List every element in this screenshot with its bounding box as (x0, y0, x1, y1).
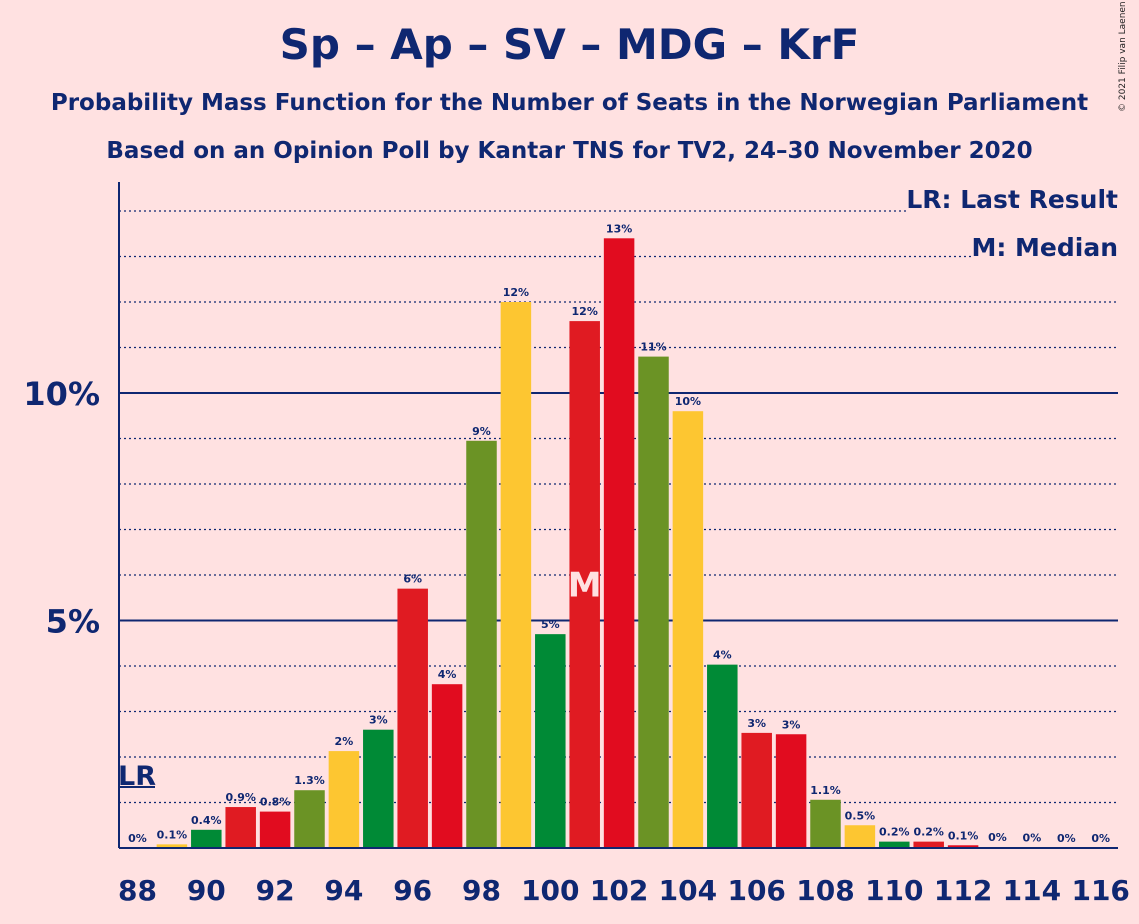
data-labels: 0% 0.1%0.4%0.9% 0.8%1.3%2%3%6%4%9%12%5%12%… (118, 222, 1110, 845)
data-label: 0% (1057, 832, 1076, 845)
data-label: 0.5% (845, 809, 876, 822)
legend-last-result: LR: Last Result (906, 185, 1118, 214)
data-label: 13% (606, 222, 632, 235)
bar-seat-99 (500, 302, 532, 848)
data-label: 0% (1023, 832, 1042, 845)
x-tick-label: 112 (934, 874, 992, 907)
bar-seat-98 (466, 440, 497, 848)
axes: 5% 10% 88 90 92 94 96 98 100 102 104 106 108 110 112 11… (23, 182, 1130, 907)
data-label: 0% (128, 832, 147, 845)
x-tick-label: 96 (393, 874, 432, 907)
y-tick-label: 5% (46, 603, 100, 641)
data-label: 0% (988, 831, 1007, 844)
x-tick-label: 102 (590, 874, 648, 907)
data-label: 1.3% (294, 774, 325, 787)
chart-subtitle-poll: Based on an Opinion Poll by Kantar TNS f… (106, 138, 1033, 164)
bar-seat-96 (397, 588, 428, 848)
bar-seat-106 (741, 732, 772, 848)
bar-seat-105 (707, 664, 738, 848)
bar-seat-90 (191, 829, 222, 848)
bar-seat-103 (638, 356, 669, 848)
data-label: 0% (1091, 832, 1110, 845)
data-label: 5% (541, 618, 560, 631)
data-label: 0.1% (157, 828, 188, 841)
bar-seat-102 (603, 238, 635, 849)
data-label: 0.2% (913, 826, 944, 839)
bar-seat-89 (156, 844, 188, 848)
data-label: 0.2% (879, 826, 910, 839)
y-tick-label: 10% (23, 375, 100, 413)
x-tick-label: 104 (659, 874, 717, 907)
bar-seat-101 (569, 321, 600, 848)
bar-seat-107 (775, 734, 807, 848)
bar-seat-110 (879, 841, 910, 848)
bar-seat-95 (363, 729, 394, 848)
x-tick-label: 98 (462, 874, 501, 907)
data-label: 11% (640, 341, 666, 354)
data-label: 4% (438, 668, 457, 681)
data-label: 12% (572, 305, 598, 318)
x-tick-label: 90 (187, 874, 226, 907)
legend-median: M: Median (971, 233, 1118, 262)
x-tick-label: 88 (118, 874, 157, 907)
x-tick-label: 116 (1071, 874, 1129, 907)
data-label: 0.1% (948, 829, 979, 842)
x-tick-label: 106 (727, 874, 785, 907)
bar-seat-91 (225, 807, 256, 848)
bars (156, 238, 1048, 849)
bar-seat-111 (913, 841, 944, 848)
median-marker: M (568, 566, 602, 606)
bar-seat-108 (810, 799, 841, 848)
data-label: 0.4% (191, 814, 222, 827)
data-label: 3% (782, 718, 801, 731)
data-label: 12% (503, 286, 529, 299)
data-label: 10% (675, 395, 701, 408)
bar-seat-112 (947, 845, 979, 848)
chart-title: Sp – Ap – SV – MDG – KrF (279, 20, 860, 69)
data-label: 0.9% (225, 791, 256, 804)
gridlines (119, 210, 1118, 804)
x-tick-label: 100 (521, 874, 579, 907)
bar-seat-104 (672, 411, 704, 848)
data-label: 9% (472, 425, 491, 438)
x-tick-label: 94 (324, 874, 363, 907)
data-label: 3% (369, 714, 388, 727)
bar-seat-93 (294, 790, 325, 848)
data-label: 4% (713, 649, 732, 662)
data-label: 6% (403, 573, 422, 586)
bar-seat-100 (535, 634, 566, 848)
data-label: 2% (335, 735, 354, 748)
chart-subtitle: Probability Mass Function for the Number… (50, 90, 1089, 116)
x-tick-label: 108 (796, 874, 854, 907)
x-tick-label: 92 (256, 874, 295, 907)
bar-seat-109 (844, 825, 876, 848)
bar-seat-92 (259, 811, 291, 848)
x-tick-label: 110 (865, 874, 923, 907)
data-label: 0.8% (260, 796, 291, 809)
bar-seat-94 (328, 751, 360, 848)
x-tick-label: 114 (1003, 874, 1061, 907)
bar-seat-97 (431, 684, 463, 848)
data-label: 1.1% (810, 784, 841, 797)
data-label: 3% (747, 717, 766, 730)
